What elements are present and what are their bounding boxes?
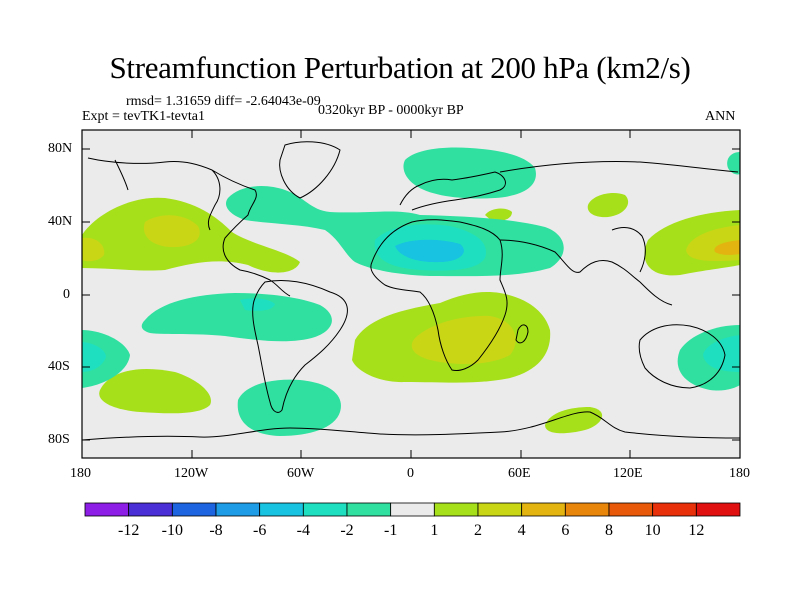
stats-label: rmsd= 1.31659 diff= -2.64043e-09 — [126, 94, 321, 109]
coastlines — [82, 141, 740, 441]
lat-label-80s: 80S — [48, 432, 70, 447]
lon-label-120w: 120W — [174, 466, 209, 481]
lat-label-40s: 40S — [48, 359, 70, 374]
colorbar-box — [521, 502, 566, 517]
colorbar-label: 6 — [561, 522, 569, 539]
neg-anomaly-southern-ocean — [237, 379, 341, 436]
pos-core-pacific-west — [82, 237, 105, 262]
lon-label-180w: 180 — [70, 466, 91, 481]
coast-south-america — [252, 279, 348, 413]
colorbar-box — [215, 502, 261, 517]
colorbar-box — [171, 502, 217, 517]
coast-australia — [638, 324, 726, 389]
colorbar-box — [477, 502, 523, 517]
colorbar-box — [128, 502, 173, 517]
lat-ticks — [82, 148, 740, 441]
colorbar-box — [84, 502, 130, 517]
colorbar-label: -6 — [253, 522, 266, 539]
neg-core-south-atlantic — [240, 298, 275, 311]
lon-label-120e: 120E — [613, 466, 643, 481]
coast-madagascar — [515, 324, 529, 344]
coast-asia — [499, 161, 739, 306]
colorbar-box — [433, 502, 479, 517]
colorbar-label: -12 — [118, 522, 139, 539]
chart-title: Streamfunction Perturbation at 200 hPa (… — [109, 50, 691, 85]
colorbar-label: -10 — [162, 522, 183, 539]
lon-label-60e: 60E — [508, 466, 531, 481]
pos-anomaly-south-pacific — [99, 369, 211, 414]
season-label: ANN — [705, 109, 736, 124]
colorbar-box — [695, 502, 741, 517]
colorbar-label: -4 — [297, 522, 310, 539]
pos-strong-north-pacific — [714, 240, 740, 255]
lon-label-180e: 180 — [729, 466, 750, 481]
lat-label-eq: 0 — [63, 287, 70, 302]
neg-anomaly-south-atlantic — [141, 293, 332, 342]
lon-label-0: 0 — [407, 466, 414, 481]
lat-label-80n: 80N — [48, 141, 73, 156]
colorbar-label: 4 — [518, 522, 526, 539]
colorbar-box — [564, 502, 610, 517]
period-label: 0320kyr BP - 0000kyr BP — [318, 103, 464, 118]
colorbar-label: 1 — [430, 522, 438, 539]
pos-anomaly-south-indian — [545, 407, 603, 434]
coast-antarctica — [82, 411, 740, 441]
colorbar-box — [259, 502, 304, 517]
map-field — [82, 130, 740, 458]
coast-greenland — [279, 141, 341, 199]
neg-anomaly-far-north-east — [727, 152, 740, 175]
colorbar-label: 2 — [474, 522, 482, 539]
colorbar-label: -2 — [340, 522, 353, 539]
neg-strong-north-africa — [395, 239, 464, 263]
colorbar-box — [608, 502, 654, 517]
lon-label-60w: 60W — [287, 466, 315, 481]
colorbar: -12 -10 -8 -6 -4 -2 -1 1 2 4 6 8 10 12 — [84, 502, 741, 539]
colorbar-box — [346, 502, 392, 517]
colorbar-box — [302, 502, 348, 517]
experiment-label: Expt = tevTK1-tevta1 — [82, 109, 205, 124]
coast-europe-africa — [370, 171, 508, 371]
neg-core-pacific-west — [82, 342, 106, 372]
colorbar-label: -1 — [384, 522, 397, 539]
coast-north-america — [87, 157, 291, 297]
colorbar-label: 8 — [605, 522, 613, 539]
colorbar-box — [652, 502, 697, 517]
pos-anomaly-east-asia — [485, 208, 512, 222]
neg-anomaly-arctic — [403, 147, 536, 199]
colorbar-label: -8 — [209, 522, 222, 539]
colorbar-label: 12 — [688, 522, 704, 539]
pos-core-north-america — [143, 215, 200, 248]
pos-anomaly-central-asia — [587, 193, 629, 218]
colorbar-label: 10 — [645, 522, 661, 539]
colorbar-box — [390, 502, 435, 517]
lat-label-40n: 40N — [48, 214, 73, 229]
neg-anomaly-pacific-west — [82, 330, 130, 388]
lon-ticks — [191, 130, 631, 458]
neg-core-australia — [703, 335, 740, 372]
